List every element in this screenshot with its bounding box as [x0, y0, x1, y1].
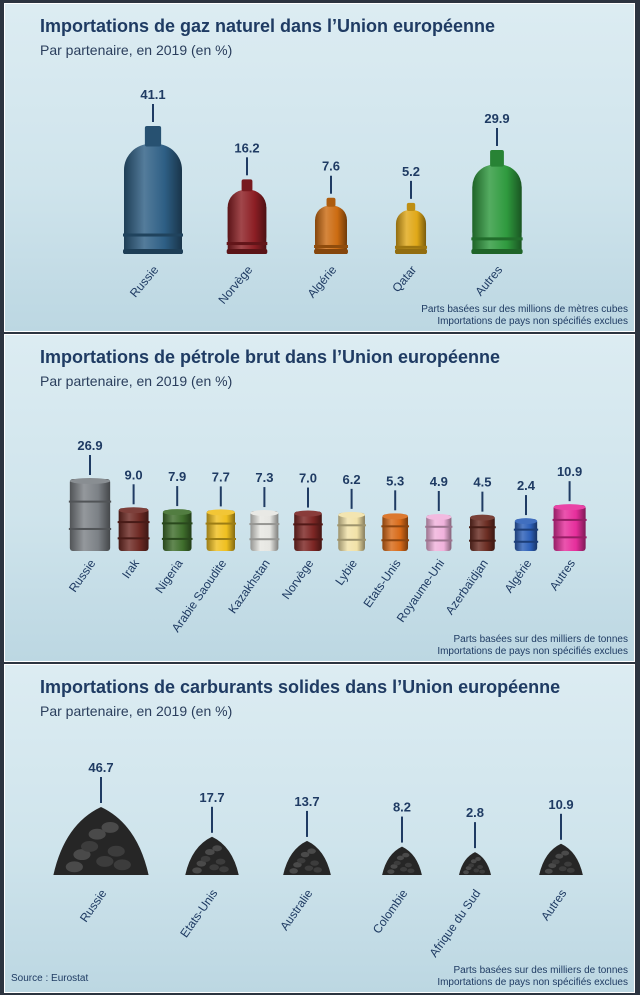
- bar-qatar: [394, 202, 428, 254]
- value-label-qatar: 5.2: [402, 164, 420, 179]
- category-label-norvege: Norvège: [279, 556, 317, 601]
- category-label-autres: Autres: [538, 887, 569, 923]
- value-label-autres: 29.9: [484, 111, 509, 126]
- gas-notes: Parts basées sur des millions de mètres …: [421, 304, 628, 328]
- coal-note-excluded: Importations de pays non spécifiés exclu…: [437, 977, 628, 988]
- category-label-norvege: Norvège: [215, 263, 255, 307]
- category-label-kazakhstan: Kazakhstan: [225, 557, 272, 616]
- bar-autres: [552, 504, 587, 551]
- source-label: Source : Eurostat: [11, 973, 89, 984]
- category-label-etats-unis: Etats-Unis: [177, 887, 220, 940]
- bar-arabie-saoudite: [205, 509, 237, 551]
- bar-australie: [283, 840, 331, 875]
- bar-royaume-uni: [425, 513, 453, 551]
- category-label-autres: Autres: [472, 263, 505, 299]
- value-label-royaume-uni: 4.9: [430, 474, 448, 489]
- category-label-autres: Autres: [547, 557, 578, 593]
- category-label-azerbaidjan: Azerbaïdjan: [443, 557, 491, 617]
- category-label-lybie: Lybie: [332, 556, 360, 587]
- bar-russie: [68, 478, 112, 551]
- value-label-lybie: 6.2: [343, 472, 361, 487]
- bar-algerie: [314, 197, 348, 254]
- bar-russie: [53, 807, 149, 875]
- coal-subtitle: Par partenaire, en 2019 (en %): [40, 703, 233, 719]
- category-label-russie: Russie: [127, 263, 162, 300]
- value-label-irak: 9.0: [125, 467, 143, 482]
- value-label-russie: 46.7: [88, 760, 113, 775]
- coal-panel: Importations de carburants solides dans …: [4, 664, 635, 993]
- coal-title: Importations de carburants solides dans …: [40, 677, 561, 697]
- category-label-colombie: Colombie: [370, 886, 411, 936]
- gas-subtitle: Par partenaire, en 2019 (en %): [40, 42, 233, 58]
- value-label-autres: 10.9: [557, 464, 582, 479]
- category-label-algerie: Algérie: [305, 263, 340, 301]
- value-label-etats-unis: 17.7: [199, 790, 224, 805]
- value-label-russie: 41.1: [140, 87, 165, 102]
- value-label-afrique-du-sud: 2.8: [466, 805, 484, 820]
- bar-autres: [471, 149, 523, 254]
- gas-title: Importations de gaz naturel dans l’Union…: [40, 16, 496, 36]
- value-label-russie: 26.9: [77, 438, 102, 453]
- bar-etats-unis: [185, 836, 239, 875]
- coal-chart: 46.7 Russie 17.7 Etats-Unis 13.7 Australie 8.2…: [53, 760, 583, 960]
- category-label-etats-unis: Etats-Unis: [360, 557, 403, 610]
- bar-algerie: [513, 518, 539, 551]
- oil-notes: Parts basées sur des milliers de tonnes …: [437, 634, 628, 658]
- value-label-norvege: 7.0: [299, 471, 317, 486]
- gas-note-excluded: Importations de pays non spécifiés exclu…: [437, 316, 628, 327]
- gas-note-basis: Parts basées sur des millions de mètres …: [421, 304, 628, 315]
- category-label-irak: Irak: [119, 556, 143, 581]
- oil-note-excluded: Importations de pays non spécifiés exclu…: [437, 646, 628, 657]
- bar-russie: [123, 126, 183, 254]
- value-label-colombie: 8.2: [393, 800, 411, 815]
- bar-norvege: [226, 179, 268, 254]
- bar-etats-unis: [381, 513, 410, 551]
- value-label-azerbaidjan: 4.5: [473, 475, 491, 490]
- gas-chart: 41.1 Russie 16.2 Norvège 7.6 Algérie 5.2 Qatar 2…: [123, 87, 523, 307]
- oil-note-basis: Parts basées sur des milliers de tonnes: [453, 634, 628, 645]
- value-label-nigeria: 7.9: [168, 469, 186, 484]
- oil-title: Importations de pétrole brut dans l’Unio…: [40, 347, 501, 367]
- value-label-arabie-saoudite: 7.7: [212, 469, 230, 484]
- bar-irak: [117, 507, 150, 551]
- value-label-kazakhstan: 7.3: [255, 470, 273, 485]
- category-label-afrique-du-sud: Afrique du Sud: [426, 887, 483, 960]
- bar-afrique-du-sud: [458, 852, 492, 875]
- value-label-australie: 13.7: [294, 794, 319, 809]
- bar-nigeria: [161, 509, 193, 551]
- category-label-nigeria: Nigeria: [152, 556, 185, 595]
- bar-autres: [539, 843, 583, 875]
- value-label-algerie: 2.4: [517, 478, 536, 493]
- bar-norvege: [293, 510, 323, 551]
- category-label-russie: Russie: [77, 886, 110, 924]
- bar-azerbaidjan: [469, 514, 496, 551]
- category-label-russie: Russie: [66, 556, 99, 594]
- value-label-norvege: 16.2: [234, 140, 259, 155]
- coal-note-basis: Parts basées sur des milliers de tonnes: [453, 965, 628, 976]
- bar-kazakhstan: [249, 510, 280, 551]
- gas-panel: Importations de gaz naturel dans l’Union…: [4, 3, 635, 332]
- category-label-australie: Australie: [277, 886, 315, 933]
- value-label-etats-unis: 5.3: [386, 473, 404, 488]
- value-label-autres: 10.9: [548, 797, 573, 812]
- coal-notes: Parts basées sur des milliers de tonnes …: [437, 965, 628, 989]
- bar-colombie: [382, 846, 422, 875]
- bar-lybie: [337, 511, 366, 551]
- value-label-algerie: 7.6: [322, 159, 340, 174]
- oil-subtitle: Par partenaire, en 2019 (en %): [40, 373, 233, 389]
- oil-panel: Importations de pétrole brut dans l’Unio…: [4, 334, 635, 662]
- category-label-algerie: Algérie: [502, 556, 535, 595]
- category-label-qatar: Qatar: [389, 263, 419, 295]
